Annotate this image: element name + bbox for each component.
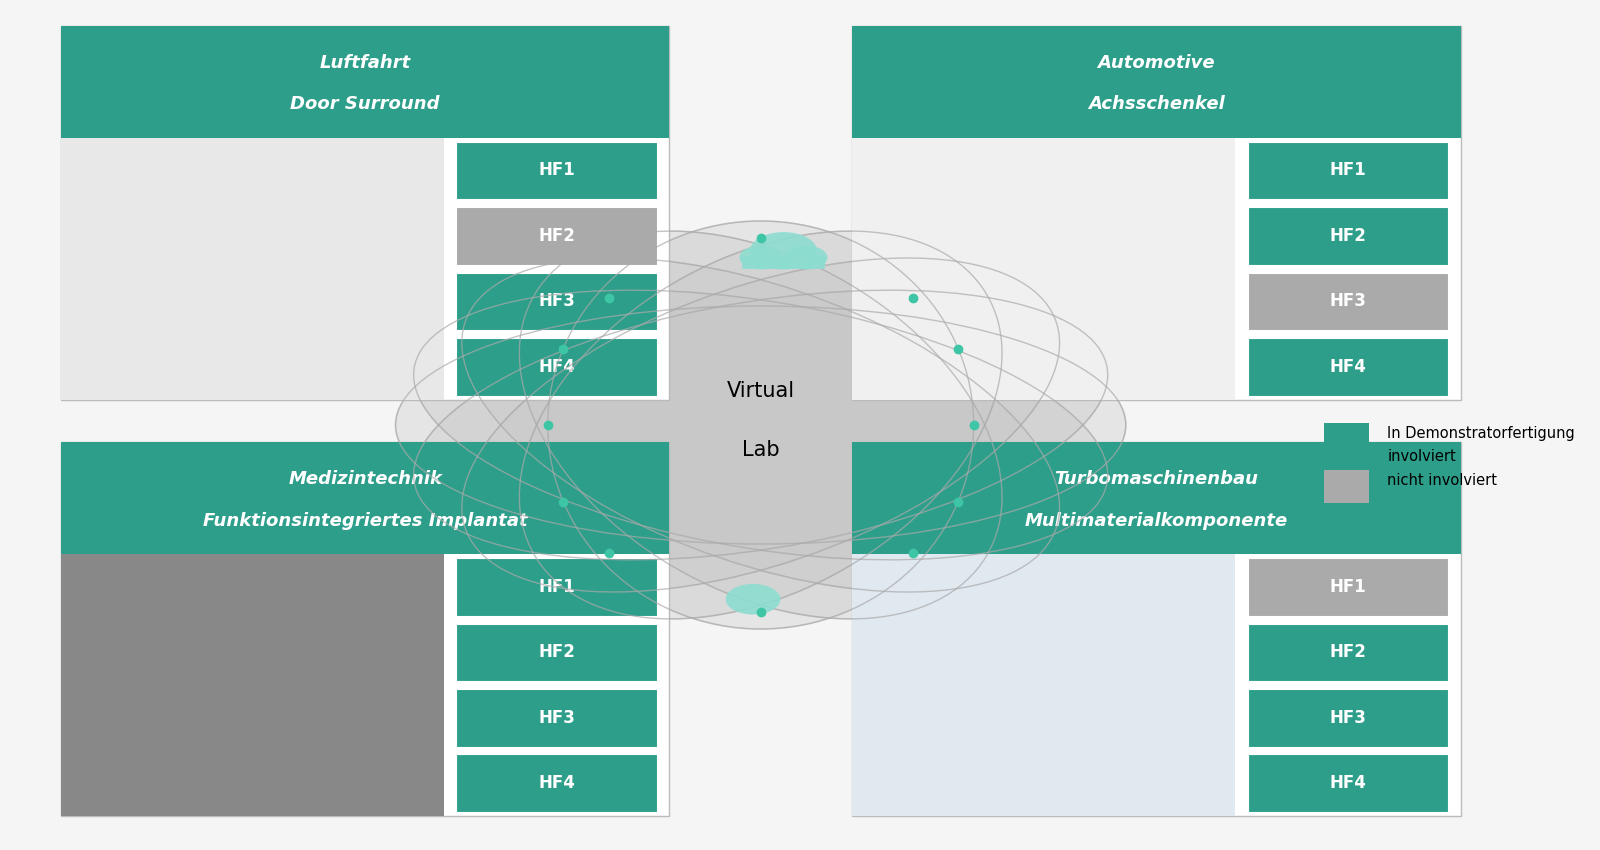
FancyBboxPatch shape xyxy=(61,138,445,400)
FancyBboxPatch shape xyxy=(1248,142,1448,199)
Text: HF1: HF1 xyxy=(1330,578,1366,596)
Text: Lab: Lab xyxy=(742,440,779,461)
FancyBboxPatch shape xyxy=(456,273,658,330)
FancyBboxPatch shape xyxy=(61,442,669,816)
Text: HF2: HF2 xyxy=(1330,643,1366,661)
Ellipse shape xyxy=(547,221,974,629)
FancyBboxPatch shape xyxy=(851,26,1461,138)
FancyBboxPatch shape xyxy=(456,624,658,681)
Text: HF1: HF1 xyxy=(1330,162,1366,179)
Ellipse shape xyxy=(414,290,1107,560)
FancyBboxPatch shape xyxy=(1323,470,1370,503)
Text: HF2: HF2 xyxy=(538,643,576,661)
Text: HF1: HF1 xyxy=(539,162,574,179)
FancyBboxPatch shape xyxy=(456,338,658,395)
FancyBboxPatch shape xyxy=(851,26,1461,399)
Circle shape xyxy=(786,246,827,269)
Text: HF3: HF3 xyxy=(1330,709,1366,727)
Ellipse shape xyxy=(414,290,1107,560)
Circle shape xyxy=(739,246,782,269)
Text: Funktionsintegriertes Implantat: Funktionsintegriertes Implantat xyxy=(203,512,528,530)
Text: Virtual: Virtual xyxy=(726,381,795,401)
Text: Door Surround: Door Surround xyxy=(290,95,440,113)
FancyBboxPatch shape xyxy=(1248,207,1448,264)
FancyBboxPatch shape xyxy=(1248,755,1448,812)
FancyBboxPatch shape xyxy=(742,256,824,269)
Text: HF3: HF3 xyxy=(538,709,576,727)
FancyBboxPatch shape xyxy=(456,689,658,746)
FancyBboxPatch shape xyxy=(1248,558,1448,615)
Text: HF3: HF3 xyxy=(538,292,576,310)
Ellipse shape xyxy=(395,306,1126,544)
FancyBboxPatch shape xyxy=(851,442,1461,554)
FancyBboxPatch shape xyxy=(1248,689,1448,746)
Ellipse shape xyxy=(462,258,1059,592)
Text: Multimaterialkomponente: Multimaterialkomponente xyxy=(1024,512,1288,530)
Circle shape xyxy=(750,232,818,269)
FancyBboxPatch shape xyxy=(851,442,1461,816)
FancyBboxPatch shape xyxy=(1248,273,1448,330)
FancyBboxPatch shape xyxy=(61,26,669,399)
Text: nicht involviert: nicht involviert xyxy=(1387,473,1498,488)
Text: Automotive: Automotive xyxy=(1098,54,1214,71)
Circle shape xyxy=(726,584,781,615)
FancyBboxPatch shape xyxy=(1323,423,1370,468)
Text: Turbomaschinenbau: Turbomaschinenbau xyxy=(1054,470,1258,488)
Ellipse shape xyxy=(520,231,1002,619)
Text: HF1: HF1 xyxy=(539,578,574,596)
Text: HF4: HF4 xyxy=(538,774,576,792)
FancyBboxPatch shape xyxy=(61,26,669,138)
FancyBboxPatch shape xyxy=(456,558,658,615)
Text: HF3: HF3 xyxy=(1330,292,1366,310)
FancyBboxPatch shape xyxy=(61,554,445,816)
Text: Medizintechnik: Medizintechnik xyxy=(288,470,442,488)
FancyBboxPatch shape xyxy=(851,138,1235,400)
Text: involviert: involviert xyxy=(1387,449,1456,464)
FancyBboxPatch shape xyxy=(456,755,658,812)
FancyBboxPatch shape xyxy=(456,207,658,264)
Text: Luftfahrt: Luftfahrt xyxy=(320,54,411,71)
Text: HF2: HF2 xyxy=(1330,227,1366,245)
Text: HF2: HF2 xyxy=(538,227,576,245)
FancyBboxPatch shape xyxy=(61,442,669,554)
Text: HF4: HF4 xyxy=(1330,774,1366,792)
Text: Achsschenkel: Achsschenkel xyxy=(1088,95,1224,113)
Text: HF4: HF4 xyxy=(538,358,576,376)
Text: HF4: HF4 xyxy=(1330,358,1366,376)
FancyBboxPatch shape xyxy=(1248,338,1448,395)
Text: In Demonstratorfertigung: In Demonstratorfertigung xyxy=(1387,426,1576,441)
FancyBboxPatch shape xyxy=(456,142,658,199)
FancyBboxPatch shape xyxy=(1248,624,1448,681)
Ellipse shape xyxy=(520,231,1002,619)
FancyBboxPatch shape xyxy=(851,554,1235,816)
Ellipse shape xyxy=(462,258,1059,592)
